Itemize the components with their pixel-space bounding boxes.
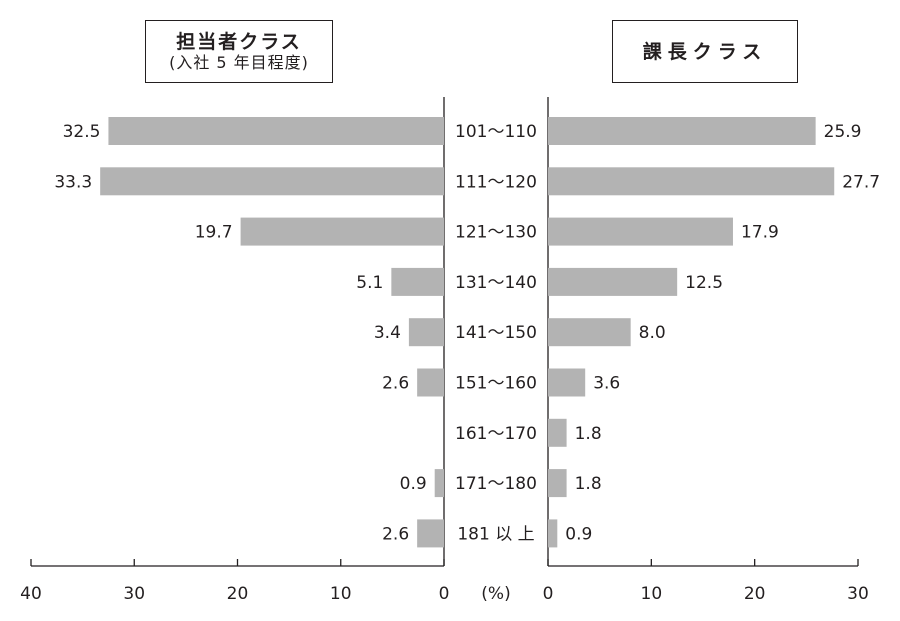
right-bar-value-label: 12.5 xyxy=(685,273,723,293)
legend-right-title: 課長クラス xyxy=(642,40,768,63)
left-bar xyxy=(434,469,444,498)
category-label: 141～150 xyxy=(455,323,537,343)
right-bar xyxy=(548,167,835,196)
left-bar-value-label: 5.1 xyxy=(356,273,383,293)
right-bar xyxy=(548,519,558,548)
left-bar xyxy=(408,318,444,347)
right-axis-tick-label: 10 xyxy=(641,584,663,604)
legend-left-title: 担当者クラス xyxy=(176,30,302,53)
right-bar-value-label: 27.7 xyxy=(842,172,880,192)
left-axis-tick-label: 40 xyxy=(20,584,42,604)
right-bar-value-label: 25.9 xyxy=(824,122,862,142)
right-axis-tick-label: 20 xyxy=(744,584,766,604)
left-bar xyxy=(240,217,444,246)
right-bar xyxy=(548,418,567,447)
right-bar xyxy=(548,469,567,498)
legend-left-subtitle: (入社 5 年目程度) xyxy=(169,52,309,72)
right-bar-value-label: 17.9 xyxy=(741,223,779,243)
left-bar xyxy=(100,167,445,196)
right-bar-value-label: 3.6 xyxy=(593,374,620,394)
left-bar xyxy=(417,368,444,397)
left-bar-value-label: 32.5 xyxy=(63,122,101,142)
left-bar xyxy=(417,519,444,548)
left-bar-value-label: 19.7 xyxy=(195,223,233,243)
left-axis-tick-label: 30 xyxy=(123,584,145,604)
category-label: 111～120 xyxy=(455,172,537,192)
category-label: 101～110 xyxy=(455,122,537,142)
left-bar xyxy=(108,117,444,145)
right-bar-value-label: 1.8 xyxy=(575,424,602,444)
left-axis-tick-label: 0 xyxy=(439,584,450,604)
right-bar-value-label: 8.0 xyxy=(639,323,666,343)
left-bar-value-label: 0.9 xyxy=(400,474,427,494)
right-bar xyxy=(548,217,733,246)
right-axis-tick-label: 30 xyxy=(847,584,869,604)
legend-right-box: 課長クラス xyxy=(612,20,798,83)
left-axis-tick-label: 10 xyxy=(330,584,352,604)
category-label: 151～160 xyxy=(455,374,537,394)
left-bar xyxy=(391,267,444,296)
category-label: 121～130 xyxy=(455,223,537,243)
category-label: 161～170 xyxy=(455,424,537,444)
right-axis-tick-label: 0 xyxy=(543,584,554,604)
right-bar-value-label: 1.8 xyxy=(575,474,602,494)
right-bar xyxy=(548,318,631,347)
right-bar xyxy=(548,368,586,397)
unit-label: (%) xyxy=(481,584,510,604)
left-axis-tick-label: 20 xyxy=(227,584,249,604)
right-bar xyxy=(548,267,678,296)
left-bar-value-label: 3.4 xyxy=(374,323,401,343)
left-bar-value-label: 2.6 xyxy=(382,374,409,394)
category-label: 171～180 xyxy=(455,474,537,494)
category-label: 131～140 xyxy=(455,273,537,293)
legend-left-box: 担当者クラス (入社 5 年目程度) xyxy=(145,20,333,83)
left-bar-value-label: 2.6 xyxy=(382,524,409,544)
right-bar xyxy=(548,117,816,145)
category-label: 181 以 上 xyxy=(457,524,534,544)
left-bar-value-label: 33.3 xyxy=(54,172,92,192)
right-bar-value-label: 0.9 xyxy=(565,524,592,544)
